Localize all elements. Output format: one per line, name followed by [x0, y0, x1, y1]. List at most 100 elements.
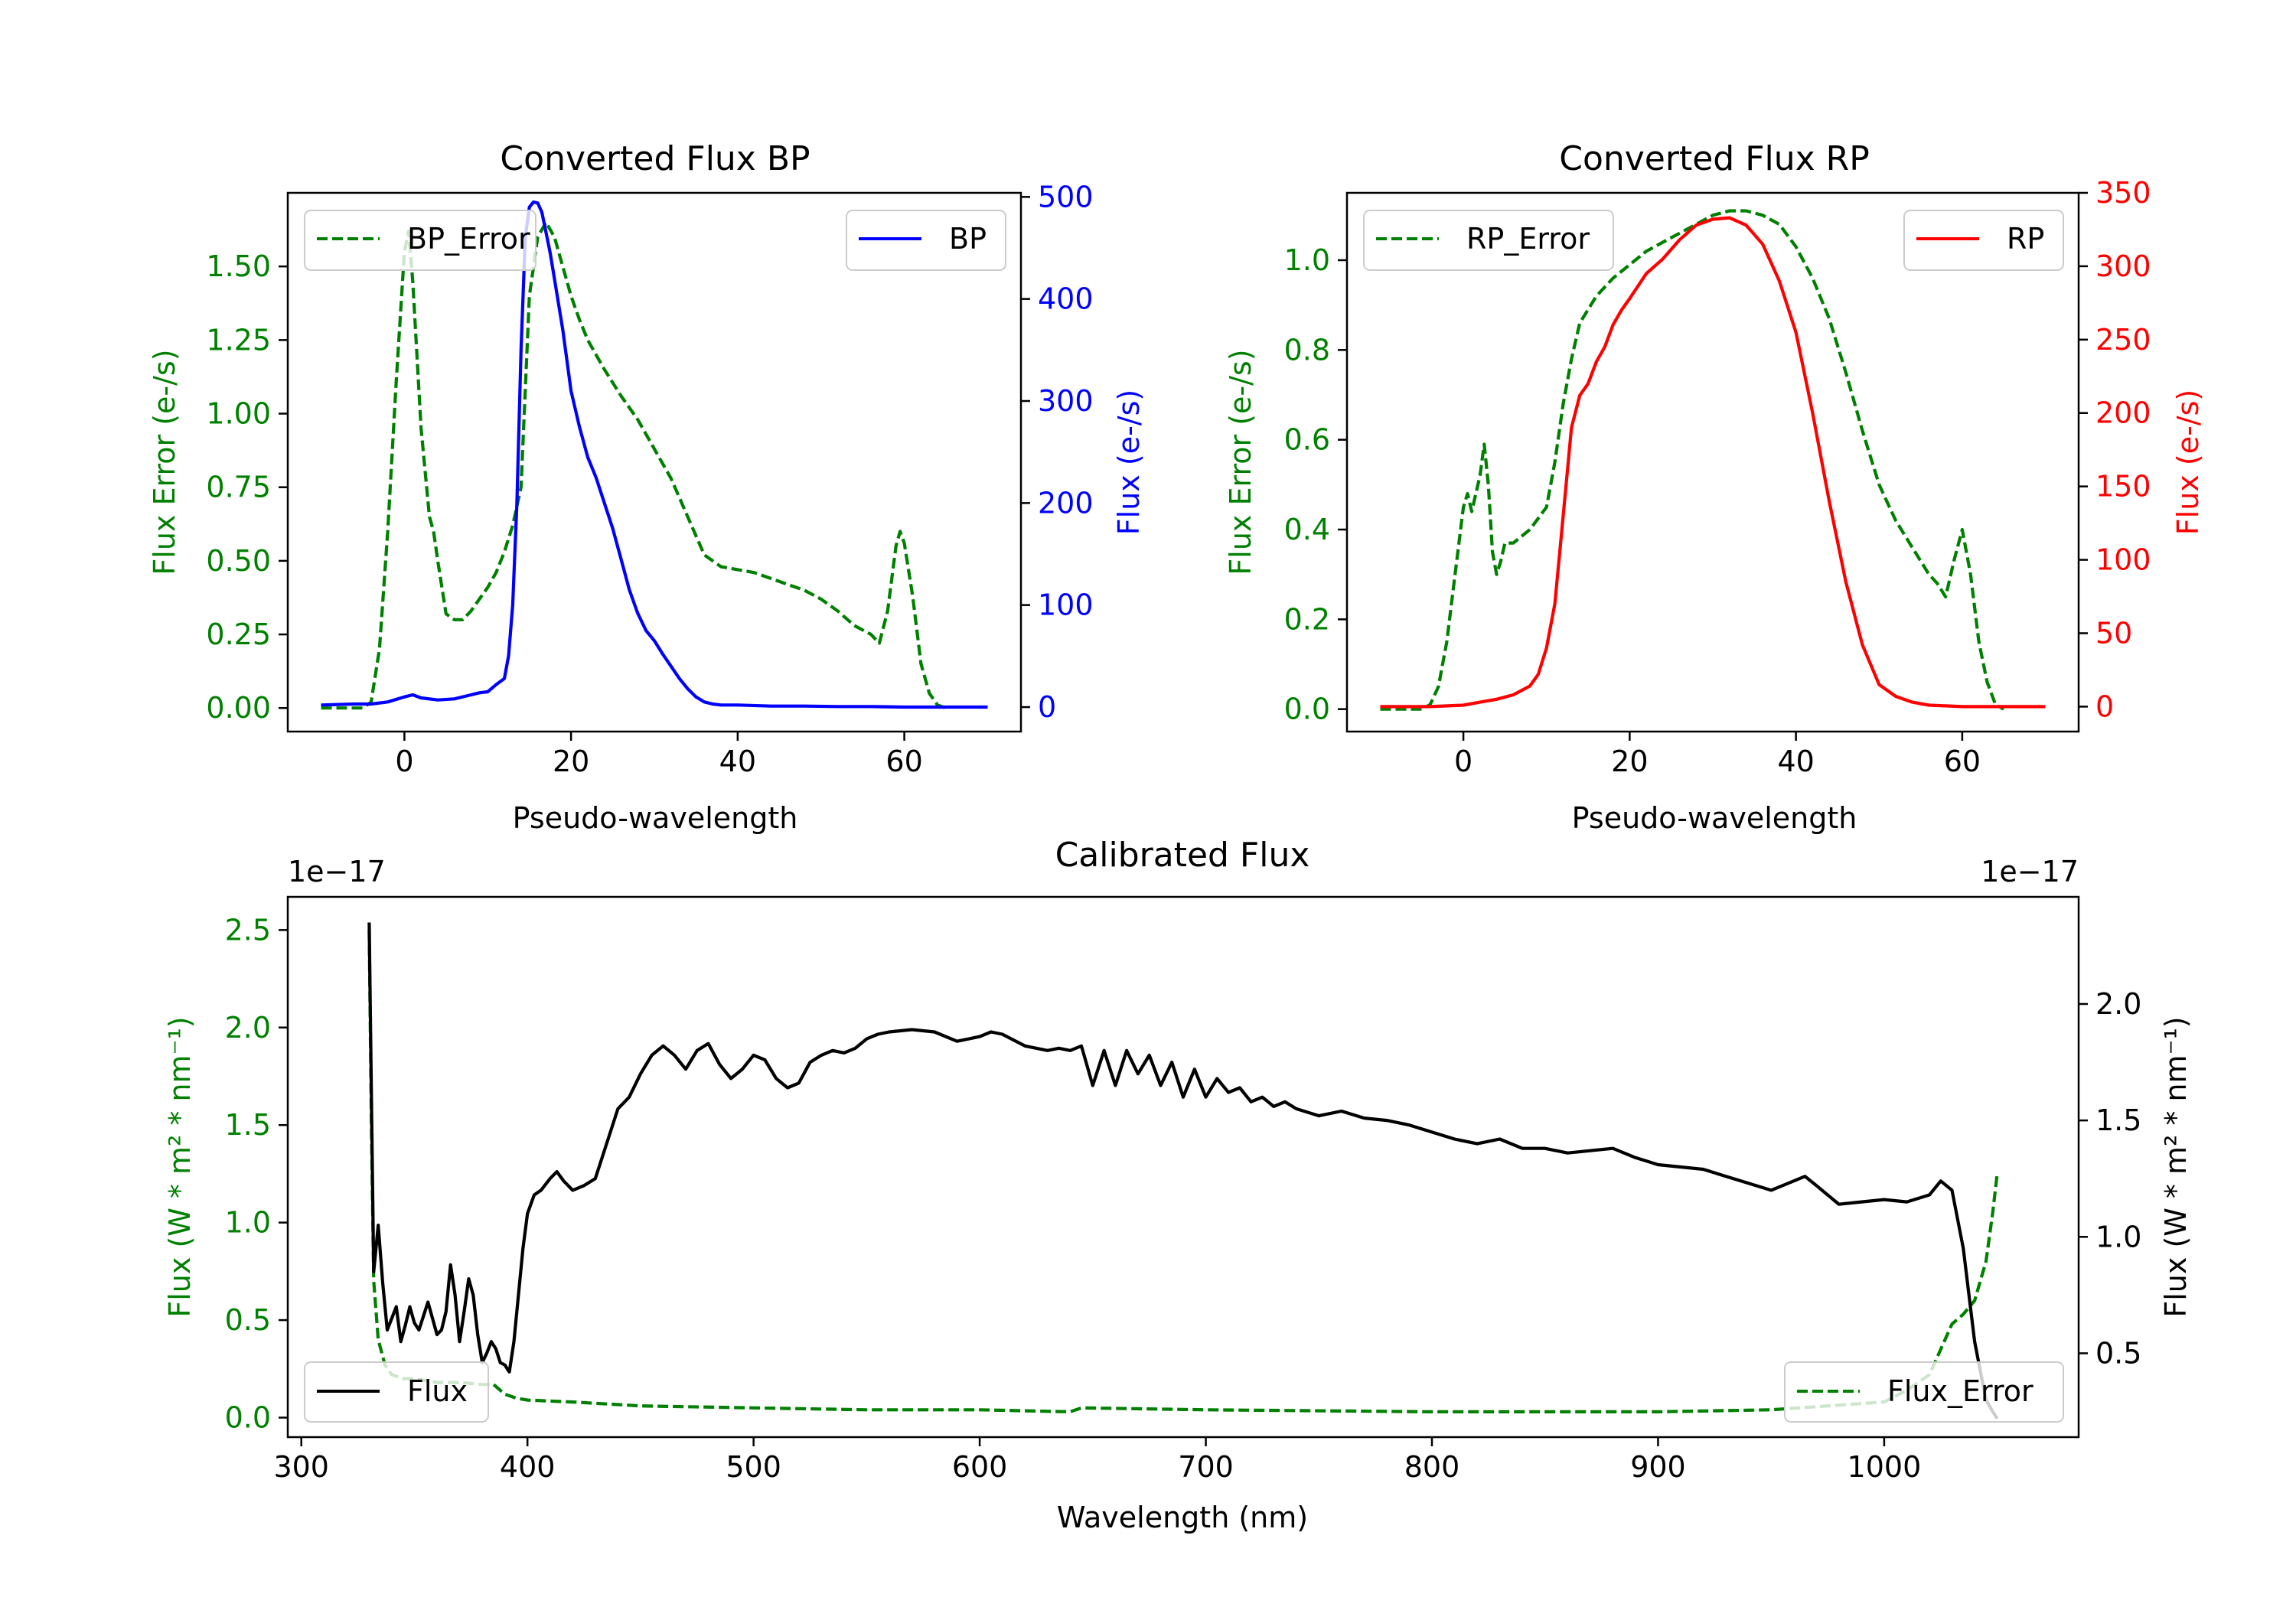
cal-left-tick-label: 2.5: [225, 913, 271, 947]
bp-x-axis: 0 20 40 60: [395, 732, 923, 778]
rp-left-tick-label: 1.0: [1284, 243, 1330, 277]
rp-legend-error-label: RP_Error: [1466, 222, 1590, 256]
bp-legend-error[interactable]: BP_Error: [304, 210, 536, 271]
bp-right-tick-label: 300: [1038, 384, 1094, 418]
calibrated-panel: Calibrated Flux 1e−17 1e−17 300 400 500 600…: [163, 836, 2193, 1534]
calibrated-legend-error[interactable]: Flux_Error: [1784, 1361, 2064, 1423]
cal-left-tick-label: 0.0: [225, 1401, 271, 1435]
cal-x-tick-label: 800: [1404, 1450, 1460, 1484]
cal-x-tick-label: 400: [500, 1450, 556, 1484]
rp-left-tick-label: 0.8: [1284, 333, 1330, 367]
calibrated-left-axis: 0.0 0.5 1.0 1.5 2.0 2.5: [225, 913, 288, 1435]
bp-left-tick-label: 0.00: [206, 691, 271, 725]
bp-legend-flux-label: BP: [949, 222, 987, 256]
calibrated-legend-flux[interactable]: Flux: [304, 1361, 489, 1423]
rp-right-tick-label: 350: [2095, 176, 2151, 210]
rp-title: Converted Flux RP: [1559, 139, 1870, 178]
bp-x-tick-label: 60: [885, 745, 922, 778]
rp-left-axis: 0.0 0.2 0.4 0.6 0.8 1.0: [1284, 243, 1347, 726]
bp-series-bp-error-line: [321, 220, 947, 710]
cal-right-tick-label: 1.0: [2095, 1220, 2141, 1253]
bp-title: Converted Flux BP: [500, 139, 810, 178]
cal-x-tick-label: 700: [1178, 1450, 1234, 1484]
cal-right-tick-label: 0.5: [2095, 1336, 2141, 1370]
calibrated-right-offset: 1e−17: [1981, 855, 2079, 888]
cal-series-flux-line: [367, 922, 1999, 1420]
rp-x-tick-label: 60: [1944, 745, 1981, 778]
bp-left-tick-label: 1.00: [206, 397, 271, 431]
rp-x-tick-label: 40: [1777, 745, 1814, 778]
bp-right-tick-label: 0: [1038, 690, 1056, 724]
bp-panel: Converted Flux BP 0 20 40 60 0.00 0.25 0.50 0.…: [148, 139, 1146, 835]
bp-series-layer: [321, 200, 988, 710]
cal-left-tick-label: 1.5: [225, 1108, 271, 1142]
rp-left-tick-label: 0.0: [1284, 693, 1330, 726]
rp-right-tick-label: 50: [2095, 616, 2132, 650]
cal-left-tick-label: 1.0: [225, 1206, 271, 1240]
calibrated-legend-flux-label: Flux: [407, 1374, 468, 1408]
rp-legend-flux-label: RP: [2007, 222, 2044, 256]
bp-legend-flux[interactable]: BP: [846, 210, 1006, 271]
bp-left-tick-label: 0.50: [206, 544, 271, 578]
bp-x-axis-label: Pseudo-wavelength: [513, 801, 798, 835]
rp-left-tick-label: 0.2: [1284, 602, 1330, 636]
rp-series-rp-line: [1380, 216, 2046, 709]
rp-right-axis: 0 50 100 150 200 250 300 350: [2079, 176, 2151, 723]
bp-left-axis: 0.00 0.25 0.50 0.75 1.00 1.25 1.50: [206, 249, 288, 725]
bp-left-tick-label: 1.25: [206, 323, 271, 357]
calibrated-x-axis: 300 400 500 600 700 800 900 1000: [273, 1437, 1921, 1484]
rp-legend-flux-box: [1903, 210, 2064, 271]
bp-left-tick-label: 0.75: [206, 471, 271, 504]
bp-plot-frame: [286, 191, 1022, 733]
rp-series-rp-error-line: [1380, 209, 2005, 711]
calibrated-plot-frame: [286, 895, 2080, 1439]
cal-x-tick-label: 1000: [1848, 1450, 1922, 1484]
rp-left-tick-label: 0.4: [1284, 513, 1330, 546]
rp-right-tick-label: 100: [2095, 543, 2151, 577]
rp-right-tick-label: 250: [2095, 323, 2151, 357]
bp-right-tick-label: 400: [1038, 282, 1094, 316]
bp-right-tick-label: 500: [1038, 180, 1094, 214]
rp-right-tick-label: 300: [2095, 249, 2151, 283]
cal-x-tick-label: 300: [273, 1450, 329, 1484]
bp-x-tick-label: 40: [719, 745, 756, 778]
rp-right-tick-label: 0: [2095, 689, 2114, 723]
rp-x-tick-label: 0: [1454, 745, 1473, 778]
rp-panel: Converted Flux RP 0 20 40 60 0.00.20.40.60.…: [1224, 139, 2205, 835]
rp-plot-frame: [1345, 191, 2080, 733]
rp-legend-error[interactable]: RP_Error: [1363, 210, 1614, 271]
bp-left-tick-label: 0.25: [206, 618, 271, 651]
rp-x-axis: 0 20 40 60: [1454, 732, 1981, 778]
bp-series-bp-line: [321, 200, 988, 709]
rp-right-tick-label: 150: [2095, 470, 2151, 504]
calibrated-title: Calibrated Flux: [1055, 836, 1310, 875]
cal-right-tick-label: 2.0: [2095, 987, 2141, 1021]
cal-x-tick-label: 600: [952, 1450, 1008, 1484]
bp-x-tick-label: 20: [553, 745, 589, 778]
rp-legend-error-box: [1363, 210, 1614, 271]
rp-x-axis-label: Pseudo-wavelength: [1572, 801, 1857, 835]
rp-right-tick-label: 200: [2095, 396, 2151, 430]
cal-x-tick-label: 900: [1630, 1450, 1686, 1484]
cal-left-tick-label: 0.5: [225, 1303, 271, 1337]
bp-right-axis-label: Flux (e-/s): [1112, 390, 1146, 535]
bp-legend-flux-box: [846, 210, 1006, 271]
calibrated-left-offset: 1e−17: [288, 855, 386, 888]
calibrated-legend-flux-box: [304, 1361, 489, 1423]
rp-left-tick-label: 0.6: [1284, 423, 1330, 457]
bp-left-axis-label: Flux Error (e-/s): [148, 349, 181, 575]
rp-x-tick-label: 20: [1611, 745, 1648, 778]
calibrated-left-axis-label: Flux (W * m² * nm⁻¹): [163, 1016, 197, 1317]
calibrated-right-axis-label: Flux (W * m² * nm⁻¹): [2159, 1016, 2193, 1317]
cal-right-tick-label: 1.5: [2095, 1103, 2141, 1137]
bp-legend-error-label: BP_Error: [407, 222, 530, 256]
rp-legend-flux[interactable]: RP: [1903, 210, 2064, 271]
calibrated-series-layer: [367, 922, 1999, 1420]
bp-x-tick-label: 0: [395, 745, 413, 778]
rp-right-axis-label: Flux (e-/s): [2171, 390, 2205, 535]
calibrated-legend-error-label: Flux_Error: [1887, 1374, 2033, 1408]
cal-left-tick-label: 2.0: [225, 1011, 271, 1045]
bp-right-tick-label: 200: [1038, 486, 1094, 520]
cal-x-tick-label: 500: [726, 1450, 781, 1484]
